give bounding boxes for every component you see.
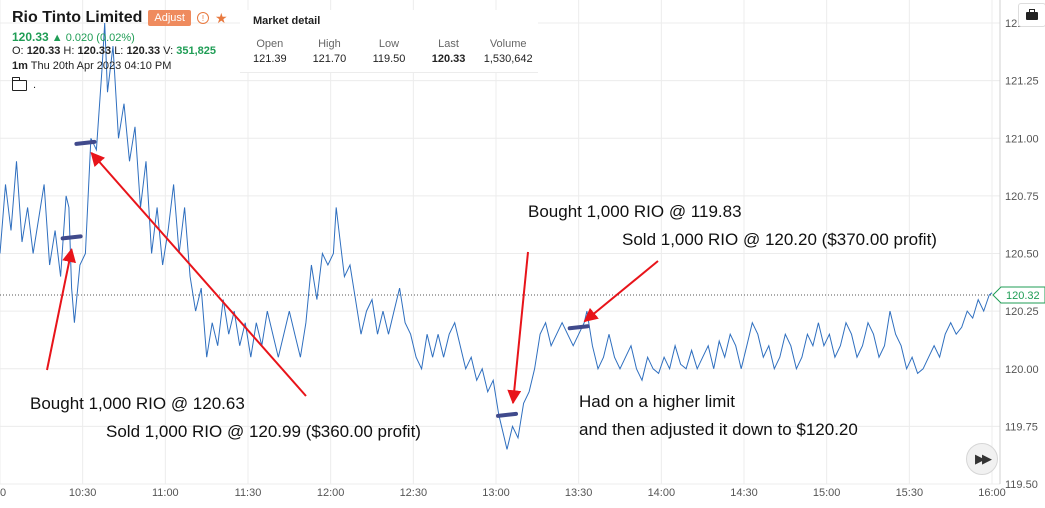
folder-text: . <box>33 79 37 91</box>
x-tick-label: 16:00 <box>978 487 1006 499</box>
x-tick-label: 13:30 <box>565 487 593 499</box>
annotation-text: Sold 1,000 RIO @ 120.99 ($360.00 profit) <box>106 422 421 441</box>
x-tick-label: 14:00 <box>648 487 676 499</box>
annotation-text: Bought 1,000 RIO @ 119.83 <box>528 202 742 221</box>
y-tick-label: 120.50 <box>1005 249 1039 261</box>
annotation-text: Had on a higher limit <box>579 392 735 411</box>
low-label: L: <box>114 45 124 57</box>
market-detail-high: High 121.70 <box>300 38 360 68</box>
info-icon[interactable]: ! <box>196 12 209 24</box>
price-series-line <box>0 22 993 450</box>
market-detail-open: Open 121.39 <box>240 38 300 68</box>
annotation-arrow <box>507 251 529 405</box>
annotation-arrow <box>90 151 307 397</box>
up-arrow-icon: ▲ <box>51 32 63 44</box>
trade-marker <box>567 324 590 331</box>
x-tick-label: 00 <box>0 487 6 499</box>
market-detail-panel: Market detail Open 121.39 High 121.70 Lo… <box>240 10 538 73</box>
datetime-label: Thu 20th Apr 2023 04:10 PM <box>30 60 172 72</box>
trade-marker <box>74 139 97 146</box>
market-detail-title: Market detail <box>253 15 321 27</box>
open-detail-value: 121.39 <box>252 53 287 65</box>
x-tick-label: 11:30 <box>235 487 262 499</box>
high-label: H: <box>63 45 75 57</box>
chart-grid <box>0 0 1000 485</box>
low-value: 120.33 <box>126 45 161 57</box>
x-tick-label: 13:00 <box>482 487 510 499</box>
scroll-to-latest-button[interactable]: ▶▶ <box>966 443 998 475</box>
fast-forward-icon: ▶▶ <box>975 451 992 466</box>
trade-annotations: Bought 1,000 RIO @ 120.63 Sold 1,000 RIO … <box>30 202 937 441</box>
low-header: Low <box>378 38 400 50</box>
x-tick-label: 11:00 <box>152 487 179 499</box>
market-detail-divider <box>240 72 538 73</box>
low-detail-value: 119.50 <box>372 53 406 65</box>
price-tag-label: 120.32 <box>1006 290 1040 302</box>
market-detail-last: Last 120.33 <box>419 38 479 68</box>
x-tick-label: 14:30 <box>730 487 758 499</box>
annotation-text: Sold 1,000 RIO @ 120.20 ($370.00 profit) <box>622 230 937 249</box>
x-tick-label: 15:00 <box>813 487 841 499</box>
market-detail-table: Open 121.39 High 121.70 Low 119.50 Last … <box>240 38 538 68</box>
trade-marker <box>60 234 83 241</box>
folder-row: . <box>11 76 228 94</box>
y-tick-label: 119.75 <box>1005 421 1038 433</box>
x-axis: 00 10:30 11:00 11:30 12:00 12:30 13:00 13:30 14:… <box>0 487 1006 499</box>
open-label: O: <box>12 45 24 57</box>
x-tick-label: 12:00 <box>317 487 345 499</box>
interval-row: 1m Thu 20th Apr 2023 04:10 PM <box>12 60 228 76</box>
last-price: 120.33 <box>12 30 49 44</box>
stock-header: Rio Tinto Limited Adjust ! ★ 120.33 ▲ 0.… <box>11 6 228 94</box>
briefcase-icon <box>1026 9 1038 20</box>
market-detail-low: Low 119.50 <box>359 38 419 68</box>
open-value: 120.33 <box>26 45 61 57</box>
high-value: 120.33 <box>77 45 112 57</box>
volume-label: V: <box>163 45 174 57</box>
x-tick-label: 12:30 <box>400 487 428 499</box>
y-axis: 119.50 119.75 120.00 120.25 120.50 120.75 121.… <box>1005 18 1039 491</box>
last-detail-value: 120.33 <box>431 53 466 65</box>
last-header: Last <box>438 38 459 50</box>
x-tick-label: 10:30 <box>69 487 97 499</box>
y-tick-label: 120.00 <box>1005 364 1039 376</box>
interval-selector[interactable]: 1m <box>12 60 28 72</box>
price-change: 0.020 (0.02%) <box>65 32 135 44</box>
price-tag-shape <box>992 286 1045 304</box>
y-tick-label: 120.25 <box>1005 306 1039 318</box>
annotation-arrow <box>46 248 76 371</box>
high-header: High <box>318 38 341 50</box>
annotation-arrow <box>583 260 659 323</box>
volume-detail-value: 1,530,642 <box>483 53 533 65</box>
annotation-arrows <box>46 151 659 405</box>
x-tick-label: 15:30 <box>896 487 924 499</box>
volume-value: 351,825 <box>176 45 216 57</box>
high-detail-value: 121.70 <box>312 53 347 65</box>
open-header: Open <box>256 38 284 50</box>
volume-header: Volume <box>489 38 527 50</box>
stock-name: Rio Tinto Limited <box>12 9 143 26</box>
current-price-tag: 120.32 <box>992 286 1045 304</box>
y-tick-label: 119.50 <box>1005 479 1038 491</box>
market-detail-volume: Volume 1,530,642 <box>478 38 538 68</box>
trade-marker <box>496 411 519 418</box>
ohlc-row: O: 120.33 H: 120.33 L: 120.33 V: 351,825 <box>12 45 228 60</box>
trade-markers <box>60 139 590 418</box>
toolbar-button[interactable] <box>1018 3 1045 27</box>
annotation-text: and then adjusted it down to $120.20 <box>579 420 858 439</box>
price-change-row: 120.33 ▲ 0.020 (0.02%) <box>12 30 228 45</box>
y-tick-label: 120.75 <box>1005 191 1039 203</box>
adjust-button[interactable]: Adjust <box>148 10 191 26</box>
star-icon[interactable]: ★ <box>214 9 228 26</box>
y-tick-label: 121.00 <box>1005 133 1039 145</box>
folder-icon[interactable] <box>11 76 27 91</box>
y-tick-label: 121.25 <box>1005 76 1039 88</box>
annotation-text: Bought 1,000 RIO @ 120.63 <box>30 394 245 413</box>
